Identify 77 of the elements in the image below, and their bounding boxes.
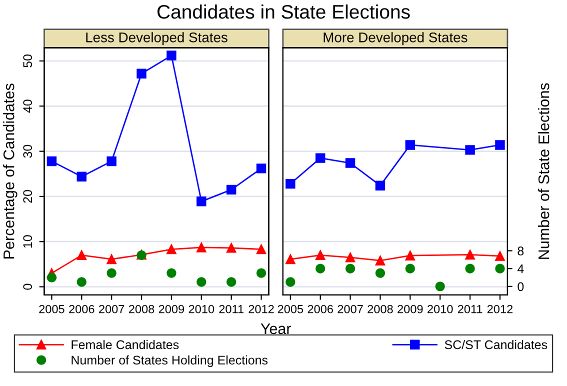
chart-subtitle: Less Developed States [86, 32, 228, 46]
point [196, 242, 206, 252]
point [226, 184, 236, 195]
point [345, 264, 356, 274]
point [196, 277, 206, 287]
point [256, 268, 266, 278]
point [315, 153, 326, 163]
point [106, 254, 116, 264]
point [375, 256, 386, 266]
point [315, 264, 326, 274]
point [405, 250, 416, 260]
y-tick-label: 20 [23, 190, 32, 203]
y-tick-label: 30 [23, 144, 32, 158]
point [345, 158, 356, 168]
y2-tick-label: 0 [518, 282, 524, 292]
legend-label: Female Candidates [72, 340, 179, 350]
point [256, 244, 266, 254]
x-tick-label: 2012 [487, 304, 513, 314]
x-tick-label: 2008 [128, 304, 154, 314]
x-tick-label: 2009 [158, 304, 184, 314]
point [465, 145, 475, 155]
point [286, 277, 296, 287]
y-tick-label: 40 [23, 100, 32, 113]
y-tick-label: 50 [23, 54, 32, 68]
point [166, 50, 176, 60]
x-axis-title: Year [260, 323, 292, 334]
point [405, 264, 416, 274]
point [495, 264, 505, 274]
point [136, 68, 146, 78]
x-tick-label: 2005 [278, 304, 304, 314]
point [226, 243, 236, 253]
point [375, 180, 386, 190]
x-tick-label: 2009 [398, 304, 423, 314]
y2-axis-title: Number of State Elections [538, 83, 550, 259]
chart-title: Candidates in State Elections [157, 4, 410, 19]
point [495, 140, 505, 150]
x-tick-label: 2008 [368, 304, 393, 314]
point [226, 277, 236, 287]
point [405, 140, 416, 150]
point [495, 251, 505, 261]
x-tick-label: 2012 [248, 304, 274, 314]
point [76, 277, 87, 287]
y2-tick-label: 8 [518, 246, 524, 256]
x-tick-label: 2010 [188, 304, 214, 314]
point [106, 156, 116, 166]
x-tick-label: 2011 [458, 304, 482, 314]
point [46, 156, 57, 166]
point [166, 244, 176, 254]
point [345, 252, 356, 262]
point [166, 268, 176, 278]
point [286, 178, 296, 189]
point [106, 268, 116, 278]
x-tick-label: 2007 [99, 304, 124, 314]
point [76, 172, 87, 182]
x-tick-label: 2006 [308, 304, 333, 314]
point [315, 250, 326, 260]
point [465, 250, 475, 260]
x-tick-label: 2010 [428, 304, 453, 314]
y-tick-label: 0 [23, 284, 32, 290]
x-tick-label: 2006 [69, 304, 94, 314]
point [435, 282, 445, 292]
point [375, 268, 386, 278]
y2-tick-label: 4 [517, 264, 524, 274]
chart-subtitle: More Developed States [324, 32, 468, 46]
x-tick-label: 2005 [39, 304, 64, 314]
point [256, 164, 266, 174]
point [46, 272, 57, 282]
point [286, 254, 296, 264]
x-tick-label: 2007 [338, 304, 363, 314]
point [196, 196, 206, 206]
legend-label: SC/ST Candidates [444, 340, 548, 350]
y-axis-title: Percentage of Candidates [3, 84, 18, 258]
point [465, 264, 475, 274]
point [76, 250, 87, 260]
y-tick-label: 10 [23, 235, 32, 248]
x-tick-label: 2011 [219, 304, 244, 314]
legend-label: Number of States Holding Elections [72, 355, 268, 368]
